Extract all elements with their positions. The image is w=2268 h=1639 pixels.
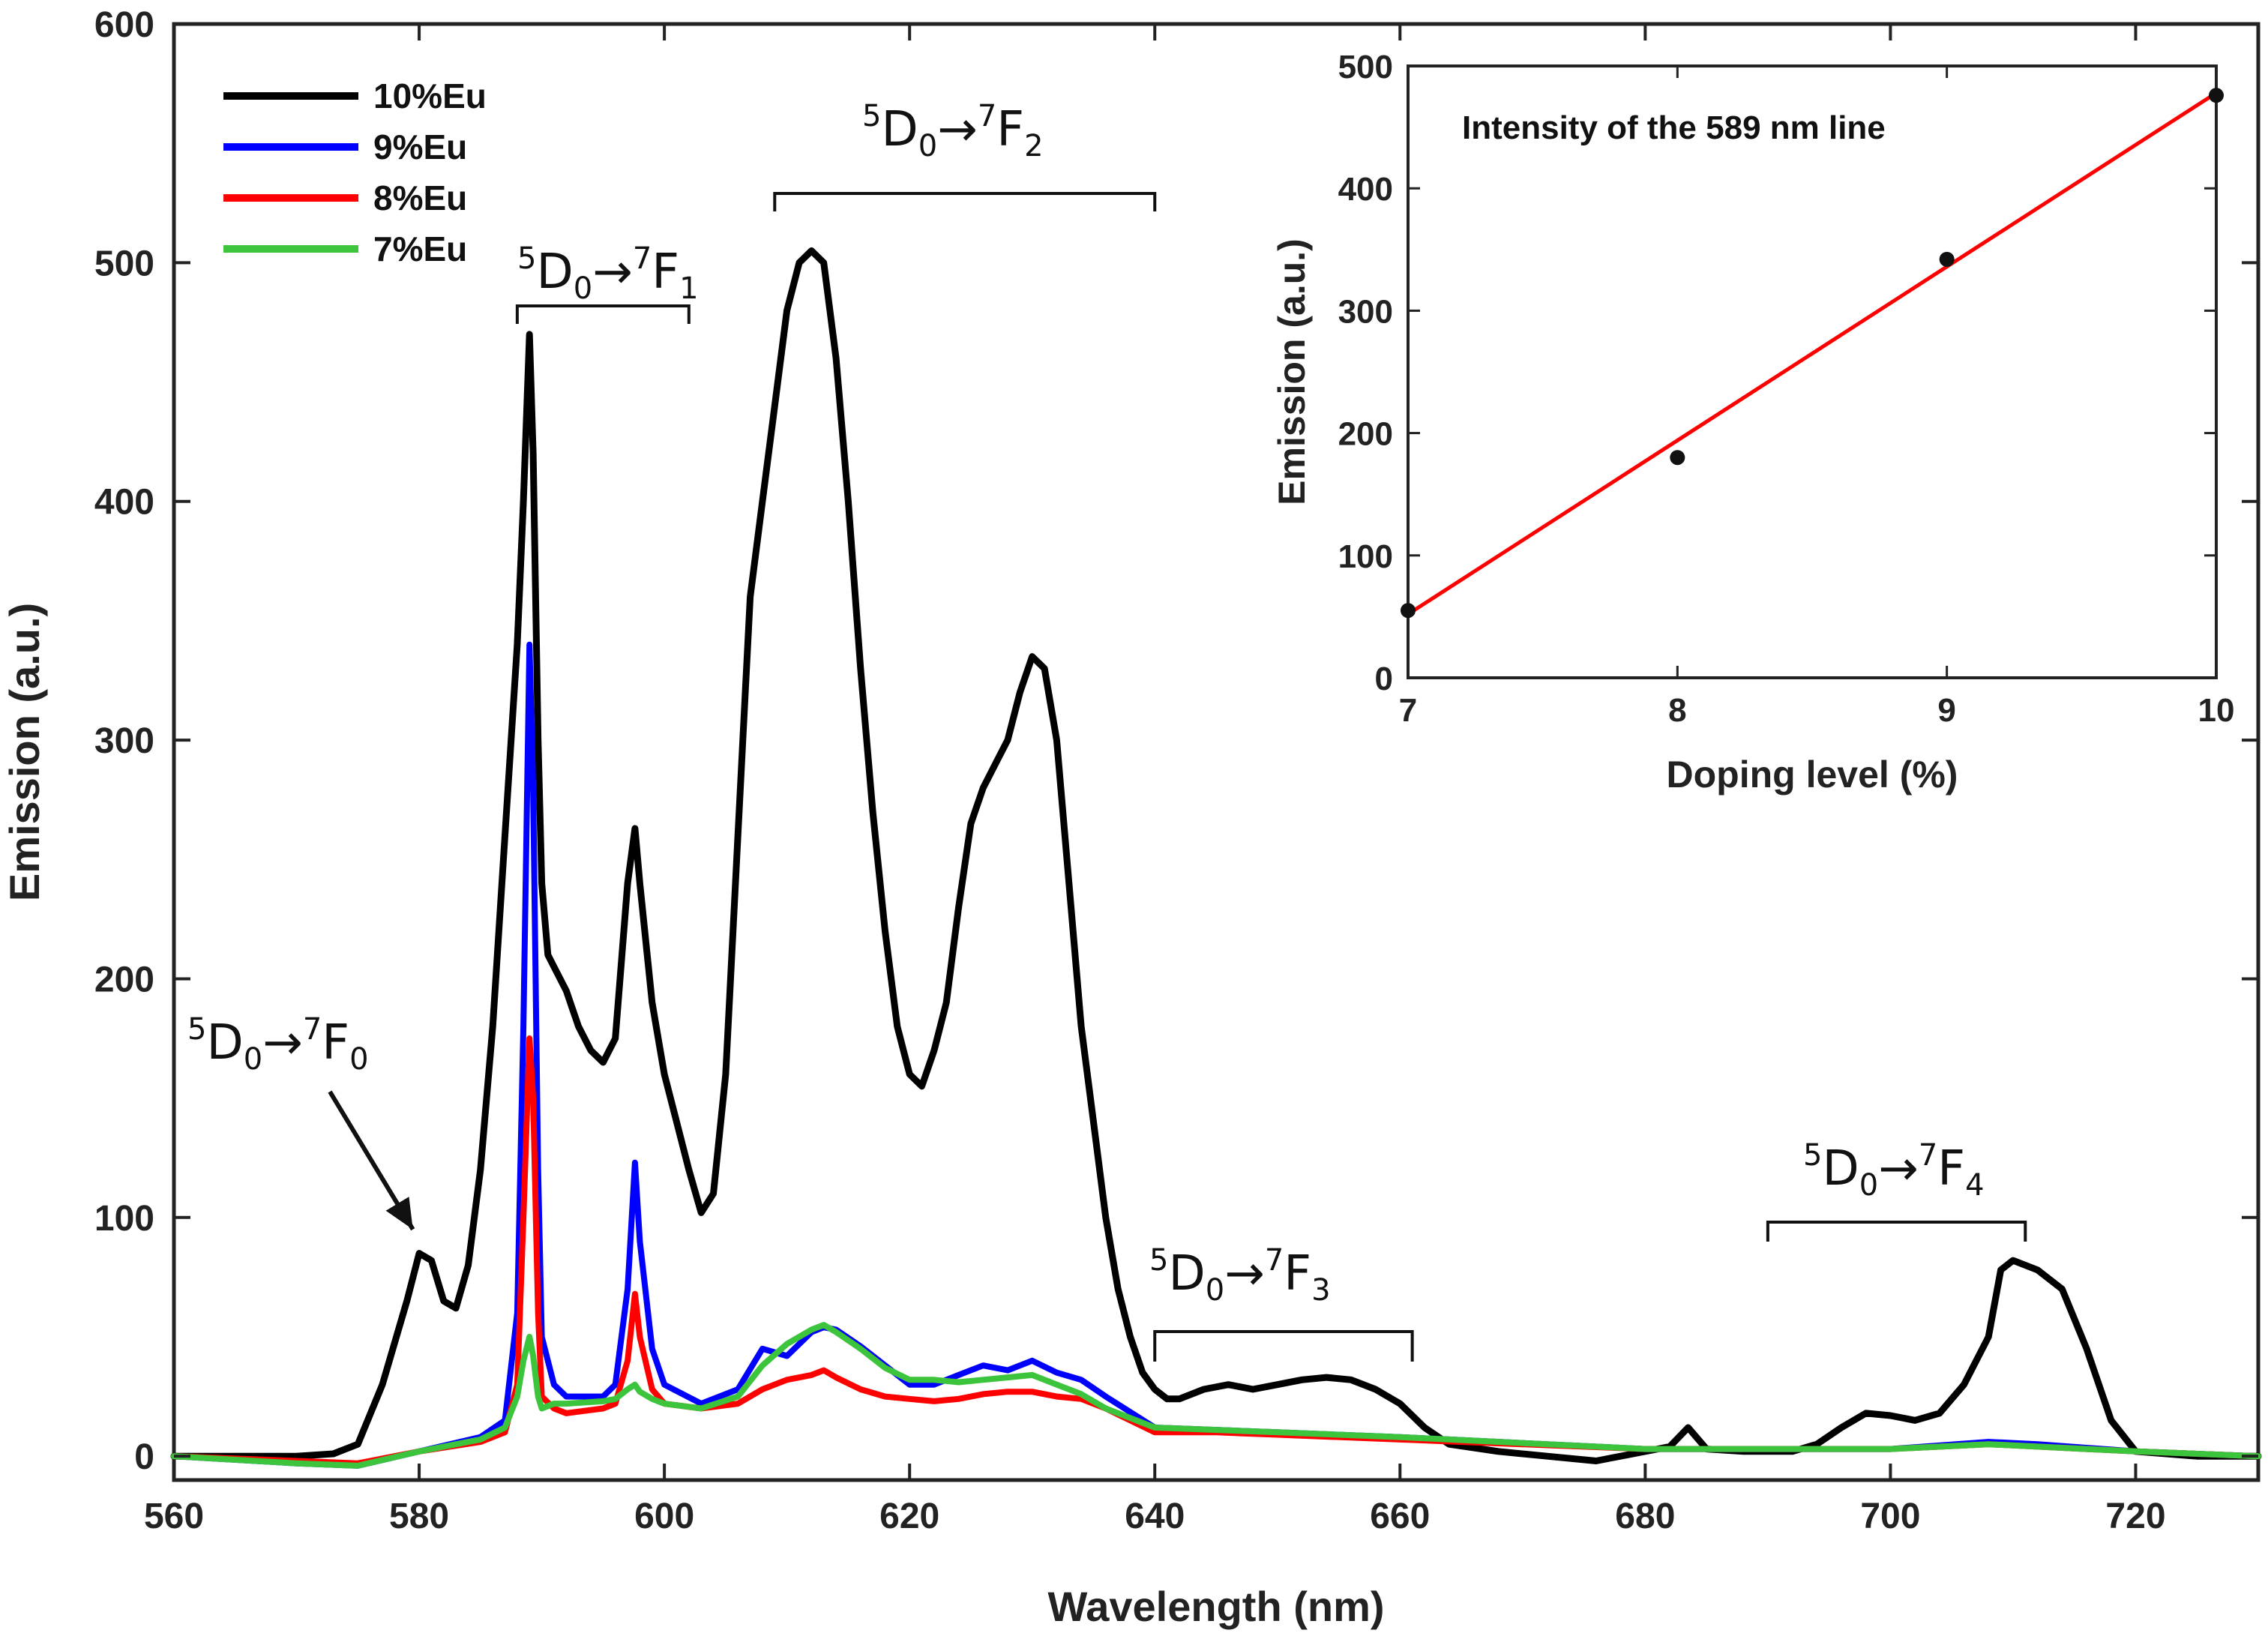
label-part: D: [206, 1015, 243, 1071]
series-line-7pct-eu: [171, 1322, 2261, 1469]
label-part: F: [996, 102, 1024, 157]
label-part: →: [592, 244, 633, 300]
label-part: D: [1168, 1246, 1205, 1302]
x-tick-label: 660: [1370, 1497, 1430, 1536]
label-part: 1: [679, 271, 698, 306]
inset-x-tick-label: 7: [1399, 692, 1417, 729]
inset-plot-area: [1407, 64, 2218, 679]
x-tick-label: 600: [634, 1497, 694, 1536]
label-part: F: [1937, 1141, 1965, 1197]
label-part: 5: [862, 99, 881, 133]
legend-label: 10%Eu: [373, 76, 487, 115]
inset-y-tick-label: 0: [1375, 661, 1393, 697]
label-part: D: [536, 244, 573, 300]
y-tick-label: 200: [94, 960, 154, 999]
y-axis-label: Emission (a.u.): [1, 603, 48, 901]
label-part: 0: [349, 1042, 368, 1077]
label-part: D: [1822, 1141, 1859, 1197]
transition-label-f3: 5D0→7F3: [1149, 1243, 1331, 1308]
label-part: →: [937, 102, 978, 157]
y-tick-label: 300: [94, 721, 154, 761]
inset-y-tick-label: 500: [1338, 49, 1393, 85]
label-part: 0: [1859, 1168, 1878, 1203]
x-tick-label: 700: [1860, 1497, 1920, 1536]
inset-data-point: [1670, 450, 1685, 466]
inset-data-point: [2209, 88, 2224, 103]
label-part: 0: [244, 1042, 262, 1077]
transition-label-f1: 5D0→7F1: [517, 241, 699, 306]
legend-label: 8%Eu: [373, 178, 467, 217]
label-part: 7: [633, 241, 652, 276]
y-tick-label: 100: [94, 1199, 154, 1239]
inset-x-tick-label: 9: [1937, 692, 1955, 729]
label-part: 4: [1965, 1168, 1984, 1203]
label-part: 7: [978, 99, 996, 133]
label-part: 3: [1311, 1273, 1330, 1308]
inset-data-group: [1401, 88, 2224, 619]
transition-label-f2: 5D0→7F2: [862, 99, 1044, 163]
transition-label-f0: 5D0→7F0: [187, 1012, 369, 1077]
label-part: →: [1878, 1141, 1919, 1197]
label-part: F: [1284, 1246, 1311, 1302]
inset-y-tick-label: 100: [1338, 538, 1393, 575]
main-series-group: [170, 247, 2262, 1469]
inset-y-tick-label: 200: [1338, 416, 1393, 453]
inset-data-point: [1401, 603, 1416, 619]
label-part: 7: [303, 1012, 322, 1047]
y-tick-label: 0: [134, 1437, 154, 1477]
label-part: 5: [187, 1012, 206, 1047]
inset-x-axis-label: Doping level (%): [1667, 754, 1958, 796]
legend: 10%Eu 9%Eu 8%Eu 7%Eu: [223, 76, 487, 268]
x-tick-label: 580: [389, 1497, 449, 1536]
inset-title: Intensity of the 589 nm line: [1462, 109, 1886, 146]
inset-y-axis-label: Emission (a.u.): [1271, 238, 1313, 505]
label-part: 0: [574, 271, 592, 306]
label-part: 5: [1803, 1138, 1822, 1173]
label-part: 0: [918, 129, 937, 163]
label-part: D: [881, 102, 918, 157]
x-tick-label: 560: [144, 1497, 204, 1536]
label-part: 0: [1206, 1273, 1224, 1308]
annotation-bracket: [515, 304, 691, 324]
inset-fit-line: [1407, 91, 2218, 616]
x-tick-label: 620: [879, 1497, 939, 1536]
transition-label-f4: 5D0→7F4: [1803, 1138, 1985, 1203]
label-part: F: [322, 1015, 349, 1071]
inset-y-tick-label: 300: [1338, 293, 1393, 330]
y-tick-label: 600: [94, 5, 154, 45]
label-part: →: [262, 1015, 303, 1071]
annotation-bracket: [1766, 1221, 2027, 1242]
inset-data-point: [1939, 251, 1955, 267]
y-tick-label: 500: [94, 244, 154, 283]
legend-label: 9%Eu: [373, 127, 467, 166]
label-part: 5: [1149, 1243, 1168, 1278]
y-tick-label: 400: [94, 483, 154, 523]
x-tick-label: 720: [2105, 1497, 2165, 1536]
label-part: 5: [517, 241, 536, 276]
inset-x-tick-label: 8: [1668, 692, 1686, 729]
x-tick-label: 680: [1615, 1497, 1675, 1536]
legend-label: 7%Eu: [373, 229, 467, 268]
x-axis-label: Wavelength (nm): [1047, 1583, 1384, 1630]
main-axis-ticks: 560 580 600 620 640 660 680 700 7200100200300400…: [94, 5, 2258, 1536]
inset-y-tick-label: 400: [1338, 171, 1393, 208]
annotation-bracket: [1153, 1330, 1414, 1362]
label-part: F: [652, 244, 679, 300]
inset-x-tick-label: 10: [2198, 692, 2235, 729]
label-part: →: [1224, 1246, 1265, 1302]
annotation-bracket: [773, 192, 1157, 211]
annotation-arrow-head: [385, 1197, 413, 1230]
label-part: 7: [1919, 1138, 1937, 1173]
label-part: 2: [1024, 129, 1043, 163]
label-part: 7: [1265, 1243, 1284, 1278]
x-tick-label: 640: [1125, 1497, 1185, 1536]
